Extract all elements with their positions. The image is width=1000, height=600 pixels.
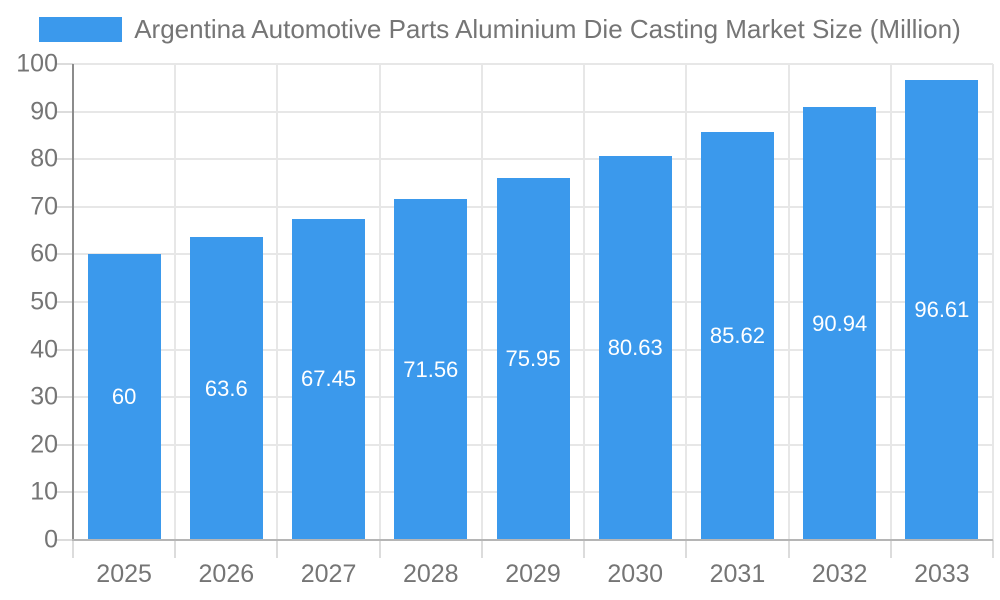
bar[interactable]: 96.61 [905, 80, 979, 540]
y-tick-label: 70 [30, 192, 58, 221]
x-tick-label: 2027 [300, 560, 357, 588]
bar-value-label: 67.45 [301, 366, 357, 392]
bar[interactable]: 75.95 [496, 178, 570, 540]
bar-value-label: 63.6 [204, 375, 248, 401]
gridline-v [992, 64, 994, 540]
bar-value-label: 71.56 [403, 356, 459, 382]
x-axis-tick [992, 540, 994, 558]
x-axis-tick [889, 540, 892, 558]
gridline-v [378, 64, 381, 540]
x-axis-tick [72, 540, 74, 558]
y-tick-label: 40 [30, 335, 58, 364]
x-axis-tick [276, 540, 279, 558]
gridline-v [787, 64, 790, 540]
y-axis-line [72, 64, 74, 540]
gridline-v [685, 64, 688, 540]
bar[interactable]: 67.45 [292, 218, 366, 540]
legend-swatch[interactable] [39, 17, 123, 42]
bar-value-label: 60 [111, 384, 137, 410]
x-tick-label: 2028 [402, 560, 459, 588]
y-axis-tick [55, 491, 73, 494]
x-tick-label: 2030 [607, 560, 664, 588]
y-tick-label: 100 [16, 49, 58, 78]
x-axis-tick [583, 540, 586, 558]
y-axis-tick [55, 110, 73, 113]
x-tick-label: 2025 [96, 560, 152, 588]
y-axis-tick [55, 539, 73, 541]
bar[interactable]: 85.62 [700, 132, 774, 540]
legend[interactable]: Argentina Automotive Parts Aluminium Die… [0, 14, 1000, 45]
y-axis-tick [55, 301, 73, 303]
gridline-v [174, 64, 177, 540]
x-axis-tick [174, 540, 177, 558]
gridline-v [480, 64, 483, 540]
y-axis-tick [55, 158, 73, 161]
x-axis-tick [480, 540, 483, 558]
gridline-v [583, 64, 586, 540]
bar[interactable]: 63.6 [189, 237, 263, 540]
bar-value-label: 90.94 [812, 310, 868, 336]
bar-value-label: 96.61 [914, 297, 970, 323]
bar-value-label: 75.95 [505, 346, 561, 372]
bar[interactable]: 71.56 [394, 199, 468, 540]
x-axis-line [72, 539, 993, 541]
x-axis-tick [378, 540, 381, 558]
y-tick-label: 0 [44, 525, 58, 554]
bar[interactable]: 90.94 [803, 107, 877, 540]
x-tick-label: 2032 [811, 560, 868, 588]
y-axis-tick [55, 396, 73, 399]
legend-label[interactable]: Argentina Automotive Parts Aluminium Die… [134, 14, 961, 44]
y-tick-label: 30 [30, 382, 58, 411]
bar[interactable]: 60 [87, 254, 161, 540]
y-tick-label: 90 [30, 97, 58, 126]
x-tick-label: 2029 [505, 560, 561, 588]
gridline-h [73, 63, 993, 65]
y-axis-tick [55, 205, 73, 208]
y-axis-tick [55, 63, 73, 65]
x-axis-tick [787, 540, 790, 558]
y-tick-label: 10 [30, 477, 58, 506]
bar[interactable]: 80.63 [598, 156, 672, 540]
y-tick-label: 60 [30, 239, 58, 268]
gridline-h [73, 158, 993, 161]
gridline-h [73, 110, 993, 113]
bar-value-label: 80.63 [607, 335, 663, 361]
y-tick-label: 20 [30, 430, 58, 459]
y-axis-tick [55, 253, 73, 256]
x-tick-label: 2026 [198, 560, 255, 588]
x-tick-label: 2031 [709, 560, 766, 588]
gridline-v [889, 64, 892, 540]
y-axis-tick [55, 443, 73, 446]
x-tick-label: 2033 [914, 560, 970, 588]
y-tick-label: 50 [30, 287, 58, 316]
bar-value-label: 85.62 [709, 323, 765, 349]
y-tick-label: 80 [30, 144, 58, 173]
gridline-v [276, 64, 279, 540]
x-axis-tick [685, 540, 688, 558]
y-axis-tick [55, 348, 73, 351]
